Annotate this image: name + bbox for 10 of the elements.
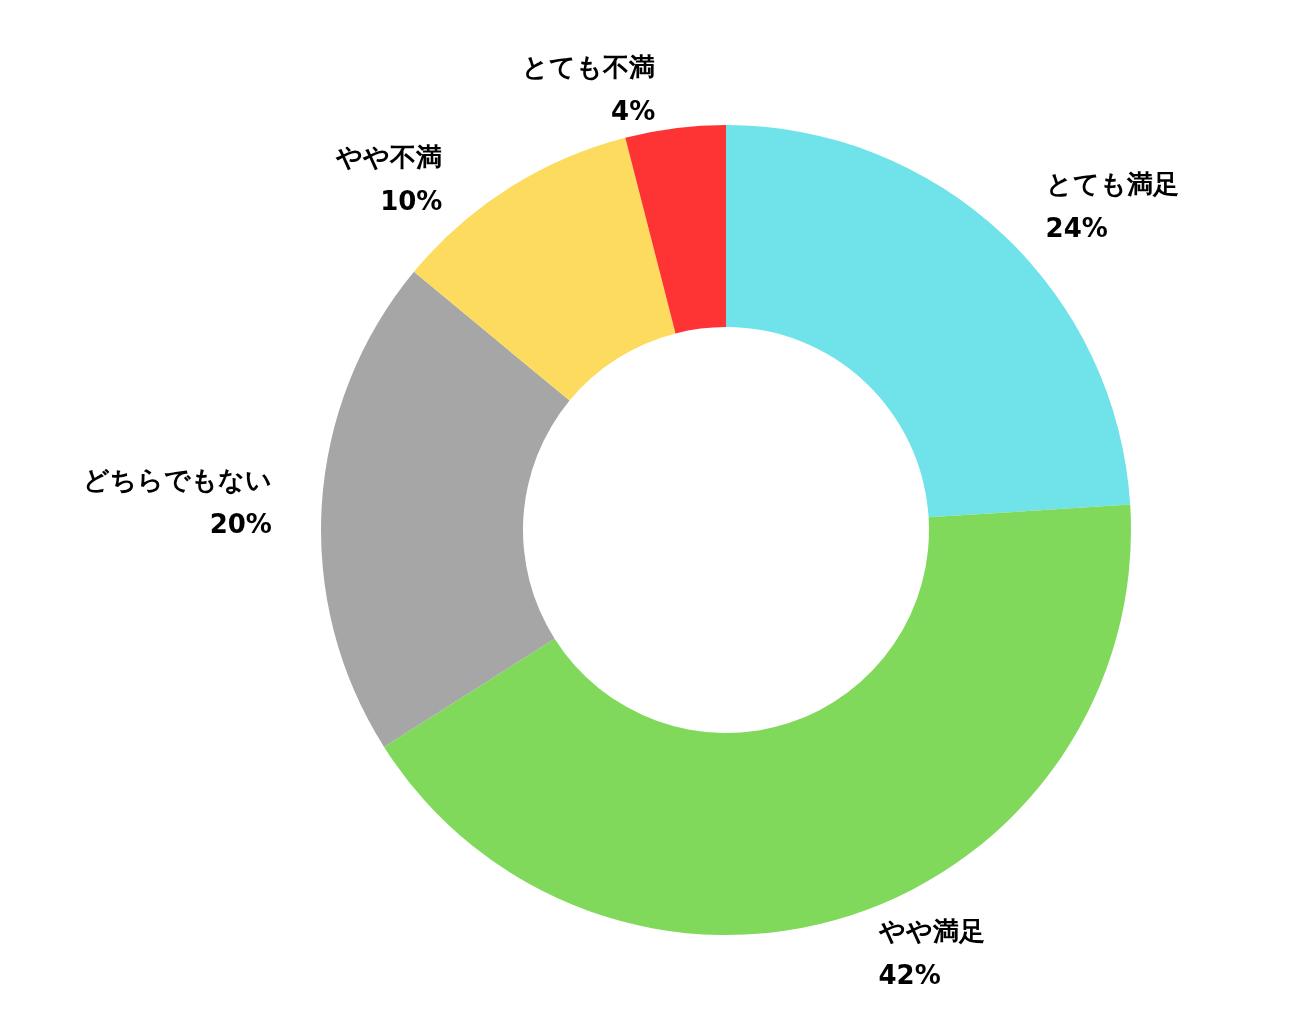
data-label: 42% [878,960,941,991]
slice-label: やや満足 [877,916,985,947]
data-label: 4% [611,95,656,126]
slice-label: やや不満 [335,141,443,172]
data-label: 10% [380,185,443,216]
slice-label: とても満足 [1045,168,1179,199]
slice-label: どちらでもない [82,465,272,496]
slice-label: とても不満 [522,51,656,82]
data-label: 20% [209,509,272,540]
data-label: 24% [1045,212,1108,243]
